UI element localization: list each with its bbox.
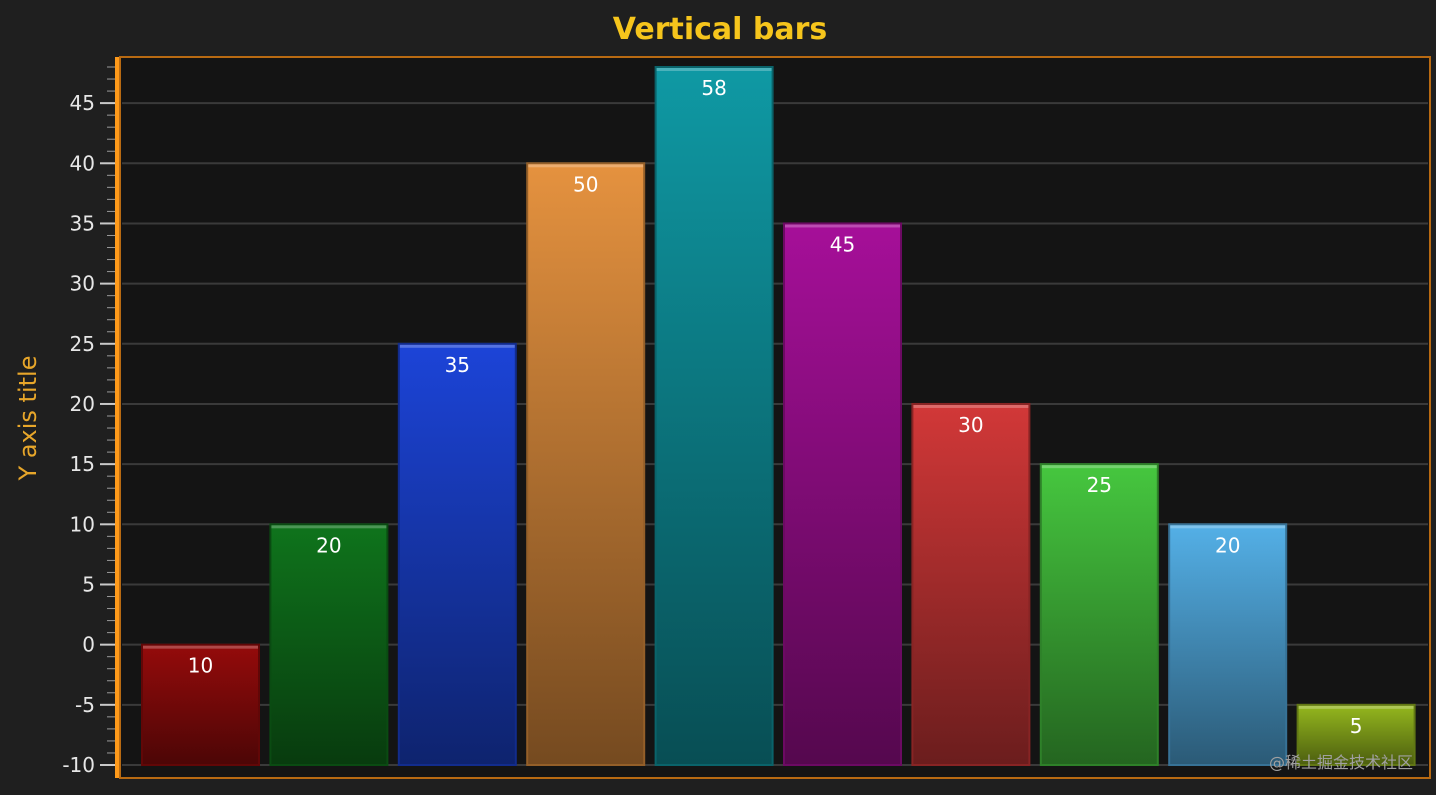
y-tick-label: 40 [70, 151, 95, 175]
bar-value-label: 45 [830, 232, 855, 256]
bar-highlight [143, 645, 258, 649]
bar-highlight [785, 224, 900, 228]
y-tick-label: 5 [82, 572, 95, 596]
bars [141, 66, 1416, 767]
y-tick-label: 0 [82, 633, 95, 657]
bar-highlight [528, 164, 644, 168]
bar-value-label: 20 [1215, 533, 1240, 557]
bar-value-label: 20 [316, 533, 341, 557]
y-tick-label: 25 [70, 332, 95, 356]
y-tick-label: 30 [70, 272, 95, 296]
bar [654, 66, 774, 766]
bar-highlight [656, 68, 772, 71]
bar-value-label: 25 [1087, 473, 1112, 497]
bar-highlight [1041, 465, 1157, 469]
y-axis: -10 -5 0 5 10 15 20 25 30 35 40 45 [62, 57, 119, 778]
bar [1296, 703, 1416, 766]
bar [141, 643, 260, 766]
y-axis-title: Y axis title [14, 356, 42, 482]
bar [1039, 463, 1159, 766]
bar-value-label: 10 [188, 654, 213, 678]
bar-value-label: 50 [573, 172, 598, 196]
bar-value-label: 58 [701, 76, 726, 100]
bar-value-label: 30 [958, 413, 983, 437]
y-tick-label: 35 [70, 211, 95, 235]
bar-value-label: 35 [445, 353, 470, 377]
watermark: @稀土掘金技术社区 [1269, 753, 1413, 772]
bar [911, 402, 1031, 766]
bar-highlight [913, 404, 1029, 408]
y-tick-label: -5 [75, 693, 95, 717]
bar-highlight [399, 344, 515, 348]
y-tick-label: 45 [70, 91, 95, 115]
bar-highlight [1170, 525, 1286, 529]
y-tick-label: 10 [70, 512, 95, 536]
bar [783, 222, 902, 766]
y-tick-label: 15 [70, 452, 95, 476]
bar [1168, 523, 1288, 767]
bar [397, 342, 517, 766]
bar [269, 523, 389, 767]
bar-value-label: 5 [1350, 714, 1363, 738]
y-tick-label: -10 [62, 753, 95, 777]
y-tick-label: 20 [70, 392, 95, 416]
bar-highlight [271, 525, 387, 529]
bar-labels: 10 20 35 50 58 45 30 25 20 5 [188, 76, 1363, 738]
bar-highlight [1298, 705, 1414, 709]
chart-title: Vertical bars [613, 12, 827, 47]
bar [526, 162, 646, 766]
